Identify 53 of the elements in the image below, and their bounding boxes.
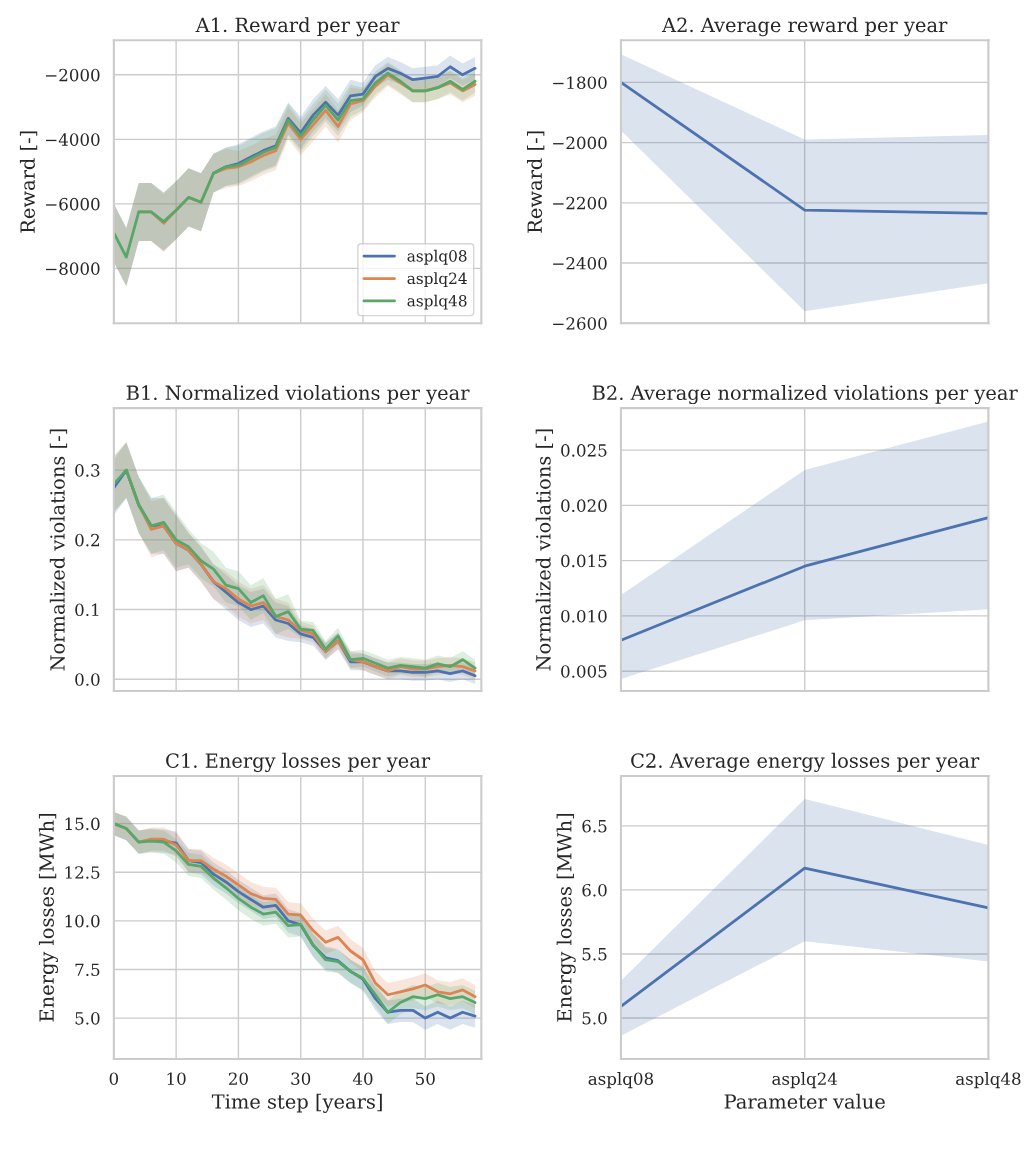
x-axis-title: Time step [years] — [211, 1093, 382, 1113]
y-tick-label: 0.015 — [561, 554, 607, 568]
x-tick-label: asplq48 — [956, 1072, 1021, 1089]
legend-label: asplq48 — [407, 294, 467, 310]
y-axis-title: Normalized violations [-] — [535, 429, 554, 671]
y-tick-label: −2400 — [553, 257, 607, 270]
y-tick-label: −8000 — [46, 262, 100, 275]
chart-title: C2. Average energy losses per year — [631, 752, 980, 772]
x-tick-label: asplq24 — [772, 1072, 838, 1089]
y-axis-title: Energy losses [MWh] — [38, 813, 58, 1022]
y-tick-label: −2000 — [553, 136, 607, 150]
chart-title: A2. Average reward per year — [661, 17, 948, 37]
y-tick-label: 0.1 — [75, 603, 99, 617]
y-tick-label: 6.5 — [582, 819, 607, 833]
y-tick-label: −1800 — [553, 76, 607, 89]
x-tick-label: 40 — [352, 1072, 373, 1086]
y-tick-label: −2600 — [553, 317, 607, 330]
y-tick-label: 0.005 — [561, 665, 607, 678]
y-tick-label: 6.0 — [582, 883, 607, 897]
y-tick-label: 10.0 — [65, 914, 100, 928]
x-tick-label: 20 — [228, 1072, 248, 1086]
x-axis-title: Parameter value — [724, 1093, 885, 1109]
x-tick-label: 10 — [167, 1072, 186, 1086]
y-tick-label: −4000 — [46, 133, 100, 146]
y-tick-label: −6000 — [46, 197, 100, 211]
chart-title: B1. Normalized violations per year — [126, 385, 470, 405]
y-tick-label: 0.3 — [75, 464, 100, 477]
y-tick-label: −2200 — [553, 196, 607, 210]
chart-title: A1. Reward per year — [195, 17, 400, 37]
legend-label: asplq24 — [407, 272, 467, 288]
y-axis-title: Normalized violations [-] — [49, 429, 68, 671]
y-axis-title: Reward [-] — [527, 131, 545, 233]
y-tick-label: 5.0 — [75, 1012, 100, 1025]
y-axis-title: Reward [-] — [19, 131, 38, 233]
y-tick-label: 0.025 — [561, 444, 607, 457]
x-tick-label: 50 — [416, 1072, 435, 1086]
legend-label: asplq08 — [407, 249, 467, 265]
y-tick-label: 0.2 — [75, 533, 100, 547]
y-tick-label: 15.0 — [65, 817, 100, 831]
y-tick-label: 7.5 — [75, 963, 100, 977]
x-tick-label: asplq08 — [588, 1072, 654, 1089]
x-tick-label: 0 — [109, 1072, 119, 1086]
y-tick-label: 12.5 — [65, 866, 100, 879]
x-tick-label: 30 — [291, 1072, 311, 1086]
y-tick-label: −2000 — [46, 68, 100, 82]
y-tick-label: 0.020 — [561, 499, 607, 512]
y-tick-label: 0.010 — [561, 609, 607, 623]
y-tick-label: 5.0 — [582, 1011, 607, 1025]
y-axis-title: Energy losses [MWh] — [556, 813, 576, 1022]
y-tick-label: 5.5 — [582, 948, 607, 961]
y-tick-label: 0.0 — [75, 673, 100, 686]
chart-title: B2. Average normalized violations per year — [592, 385, 1018, 405]
chart-title: C1. Energy losses per year — [166, 752, 431, 772]
